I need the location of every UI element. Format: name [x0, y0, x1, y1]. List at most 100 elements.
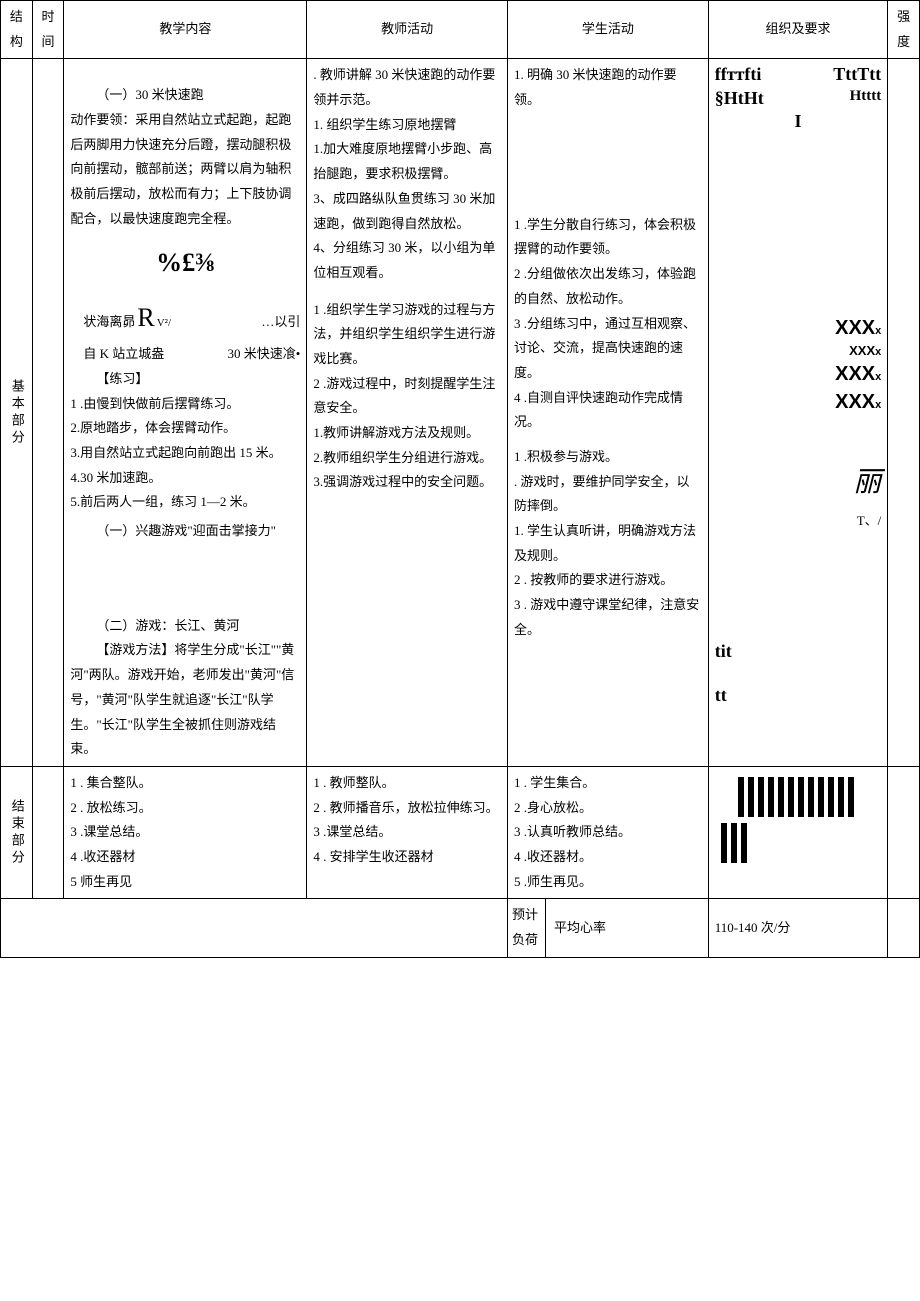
end-s4: 4 .收还器材。: [514, 845, 702, 870]
org-x-row-0: XXX: [835, 317, 875, 339]
practice-item-5: 5.前后两人一组，练习 1—2 米。: [70, 490, 300, 515]
org-g1b: TttTtt: [833, 63, 881, 86]
col-header-intensity: 强度: [888, 1, 920, 59]
main-section-row: 基本部分 （一）30 米快速跑 动作要领：采用自然站立式起跑，起跑后两脚用力快速…: [1, 59, 920, 767]
student-item-10: 3 . 游戏中遵守课堂纪律，注意安全。: [514, 593, 702, 642]
interest-game-title: （一）兴趣游戏"迎面击掌接力": [70, 519, 300, 544]
garble-line-3: 自 K 站立城盎 30 米快速飡•: [70, 342, 300, 367]
teacher-item-1: 1. 组织学生练习原地摆臂: [313, 113, 501, 138]
practice-list: 1 .由慢到快做前后摆臂练习。 2.原地踏步，体会摆臂动作。 3.用自然站立式起…: [70, 392, 300, 515]
teacher-item-3: 3、成四路纵队鱼贯练习 30 米加速跑，做到跑得自然放松。: [313, 187, 501, 236]
teacher-item-4: 4、分组练习 30 米，以小组为单位相互观看。: [313, 236, 501, 285]
end-t3: 3 .课堂总结。: [313, 820, 501, 845]
teacher-item-0: . 教师讲解 30 米快速跑的动作要领并示范。: [313, 63, 501, 112]
footer-intensity-cell: [888, 899, 920, 957]
garble-line-2: 状海离昴 R V²/ …以引: [70, 293, 300, 342]
org-x-sub-3: x: [875, 399, 881, 411]
student-item-7: . 游戏时，要维护同学安全，以防摔倒。: [514, 470, 702, 519]
org-x-sub-2: x: [875, 371, 881, 383]
org-x-row-2: XXX: [835, 363, 875, 385]
org-x-sub-0: x: [875, 325, 881, 337]
end-student-cell: 1 . 学生集合。 2 .身心放松。 3 .认真听教师总结。 4 .收还器材。 …: [508, 766, 709, 898]
sec2-title: （二）游戏：长江、黄河: [70, 614, 300, 639]
col-header-struct: 结构: [1, 1, 33, 59]
end-c1: 1 . 集合整队。: [70, 771, 300, 796]
col-header-teacher: 教师活动: [307, 1, 508, 59]
g2d: …以引: [261, 310, 300, 335]
org-garble-block-1: ffттfti TttTtt §HtHt Htttt I: [715, 63, 882, 133]
end-t2: 2 . 教师播音乐，放松拉伸练习。: [313, 796, 501, 821]
col-header-org: 组织及要求: [708, 1, 888, 59]
teacher-item-8: 2.教师组织学生分组进行游戏。: [313, 446, 501, 471]
end-teacher-cell: 1 . 教师整队。 2 . 教师播音乐，放松拉伸练习。 3 .课堂总结。 4 .…: [307, 766, 508, 898]
end-content-cell: 1 . 集合整队。 2 . 放松练习。 3 .课堂总结。 4 .收还器材 5 师…: [64, 766, 307, 898]
end-struct-label: 结束部分: [1, 766, 33, 898]
main-teacher-cell: . 教师讲解 30 米快速跑的动作要领并示范。 1. 组织学生练习原地摆臂 1.…: [307, 59, 508, 767]
hr-label: 平均心率: [546, 899, 708, 956]
teacher-item-6: 2 .游戏过程中，时刻提醒学生注意安全。: [313, 372, 501, 421]
g3b: 30 米快速飡•: [228, 342, 301, 367]
tally-short-icon: [721, 823, 751, 863]
student-item-9: 2 . 按教师的要求进行游戏。: [514, 568, 702, 593]
student-item-6: 1 .积极参与游戏。: [514, 445, 702, 470]
practice-item-4: 4.30 米加速跑。: [70, 466, 300, 491]
student-item-5: 4 .自测自评快速跑动作完成情况。: [514, 386, 702, 435]
org-x-block: XXXx XXXx XXXx XXXx: [715, 314, 882, 416]
g2c: V²/: [157, 313, 171, 334]
footer-row: 预计负荷 平均心率 110-140 次/分: [1, 899, 920, 957]
main-org-cell: ffттfti TttTtt §HtHt Htttt I XXXx XXXx X…: [708, 59, 888, 767]
teacher-item-5: 1 .组织学生学习游戏的过程与方法，并组织学生组织学生进行游戏比赛。: [313, 298, 501, 372]
org-g2b: T、/: [715, 509, 882, 534]
end-s1: 1 . 学生集合。: [514, 771, 702, 796]
sec2-method-title: 【游戏方法】: [70, 642, 174, 657]
end-c4: 4 .收还器材: [70, 845, 300, 870]
student-item-8: 1. 学生认真听讲，明确游戏方法及规则。: [514, 519, 702, 568]
hr-value: 110-140 次/分: [708, 899, 888, 957]
teacher-item-9: 3.强调游戏过程中的安全问题。: [313, 470, 501, 495]
student-item-4: 3 .分组练习中，通过互相观察、讨论、交流，提高快速跑的速度。: [514, 312, 702, 386]
lesson-plan-table: 结构 时间 教学内容 教师活动 学生活动 组织及要求 强度 基本部分 （一）30…: [0, 0, 920, 958]
main-student-cell: 1. 明确 30 米快速跑的动作要领。 1 .学生分散自行练习，体会积极摆臂的动…: [508, 59, 709, 767]
main-time-cell: [32, 59, 64, 767]
tally-long-icon: [738, 777, 858, 817]
org-g1c: §HtHt: [715, 87, 764, 110]
table-header-row: 结构 时间 教学内容 教师活动 学生活动 组织及要求 强度: [1, 1, 920, 59]
col-header-student: 学生活动: [508, 1, 709, 59]
org-g3a: tit: [715, 634, 882, 668]
teacher-item-7: 1.教师讲解游戏方法及规则。: [313, 421, 501, 446]
col-header-content: 教学内容: [64, 1, 307, 59]
main-content-cell: （一）30 米快速跑 动作要领：采用自然站立式起跑，起跑后两脚用力快速充分后蹬，…: [64, 59, 307, 767]
practice-item-2: 2.原地踏步，体会摆臂动作。: [70, 416, 300, 441]
end-t4: 4 . 安排学生收还器材: [313, 845, 501, 870]
col-header-time: 时间: [32, 1, 64, 59]
footer-load-hr-cell: 预计负荷 平均心率: [508, 899, 709, 957]
end-s2: 2 .身心放松。: [514, 796, 702, 821]
garble-line-1: %£⅜: [70, 238, 300, 287]
org-g1a: ffттfti: [715, 63, 762, 86]
end-c3: 3 .课堂总结。: [70, 820, 300, 845]
practice-item-3: 3.用自然站立式起跑向前跑出 15 米。: [70, 441, 300, 466]
load-label: 预计负荷: [508, 899, 546, 956]
practice-item-1: 1 .由慢到快做前后摆臂练习。: [70, 392, 300, 417]
sec2-body-wrap: 【游戏方法】将学生分成"长江""黄河"两队。游戏开始，老师发出"黄河"信号，"黄…: [70, 638, 300, 761]
sec2-body: 将学生分成"长江""黄河"两队。游戏开始，老师发出"黄河"信号，"黄河"队学生就…: [70, 642, 294, 756]
sec1-body: 动作要领：采用自然站立式起跑，起跑后两脚用力快速充分后蹬，摆动腿积极向前摆动，髋…: [70, 108, 300, 231]
student-item-2: 1 .学生分散自行练习，体会积极摆臂的动作要领。: [514, 213, 702, 262]
end-org-cell: [708, 766, 888, 898]
student-item-3: 2 .分组做依次出发练习，体验跑的自然、放松动作。: [514, 262, 702, 311]
org-g2a: 丽: [715, 456, 882, 509]
practice-title: 【练习】: [70, 367, 300, 392]
main-struct-label: 基本部分: [1, 59, 33, 767]
end-intensity-cell: [888, 766, 920, 898]
end-time-cell: [32, 766, 64, 898]
org-g1e: I: [715, 110, 882, 133]
end-s5: 5 .师生再见。: [514, 870, 702, 895]
end-t1: 1 . 教师整队。: [313, 771, 501, 796]
teacher-item-2: 1.加大难度原地摆臂小步跑、高抬腿跑，要求积极摆臂。: [313, 137, 501, 186]
org-x-row-1: XXX: [849, 343, 875, 358]
end-c5: 5 师生再见: [70, 870, 300, 895]
student-item-1: 1. 明确 30 米快速跑的动作要领。: [514, 63, 702, 112]
g2b: R: [137, 293, 154, 342]
end-section-row: 结束部分 1 . 集合整队。 2 . 放松练习。 3 .课堂总结。 4 .收还器…: [1, 766, 920, 898]
org-x-sub-1: x: [875, 346, 881, 358]
